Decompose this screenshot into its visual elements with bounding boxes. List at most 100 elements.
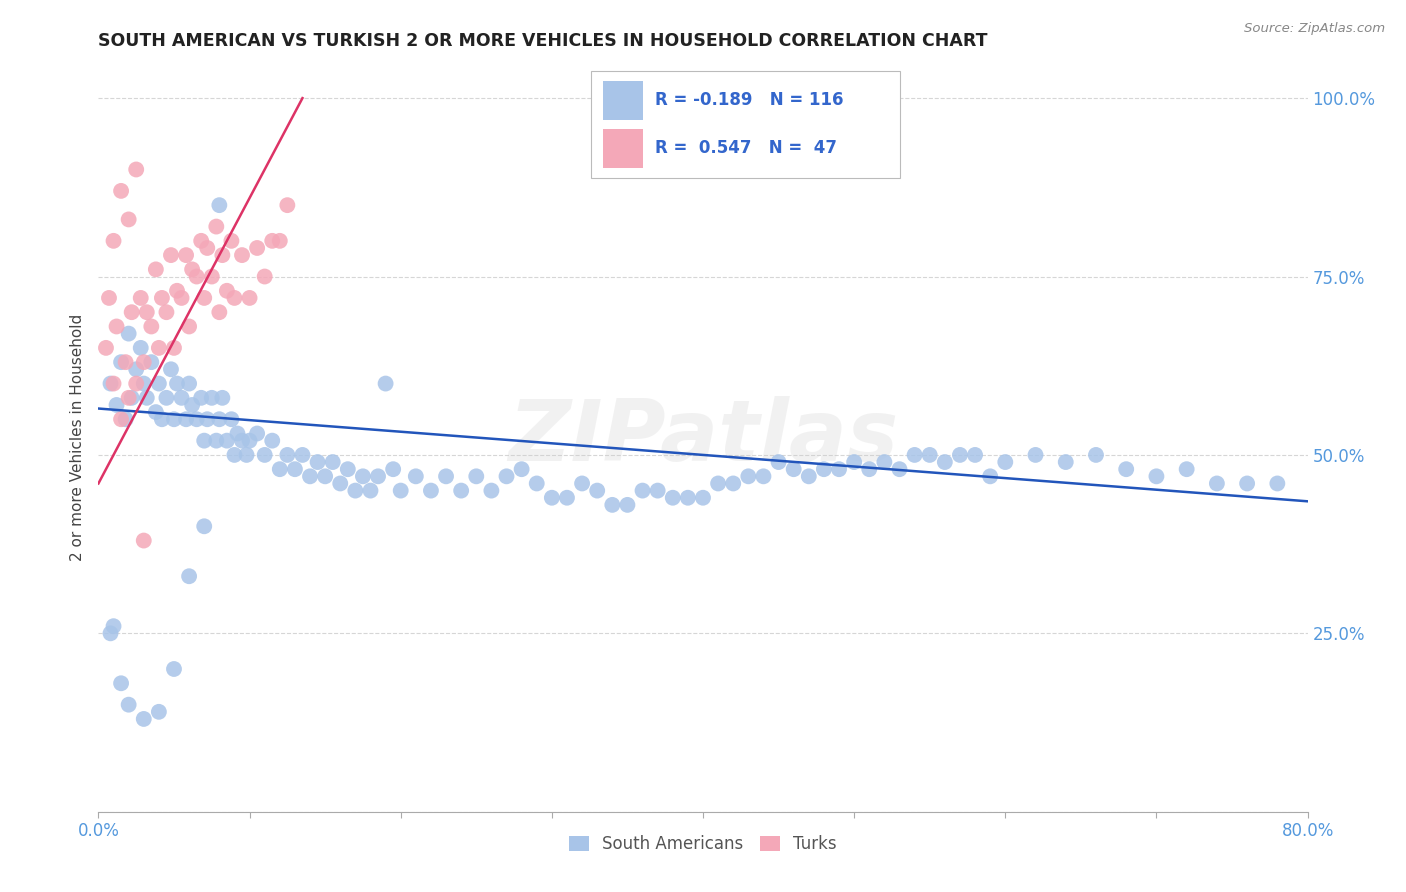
Point [661, 491, 683, 505]
Point [420, 483, 443, 498]
Point [208, 305, 231, 319]
Point [211, 248, 233, 262]
Point [195, 241, 218, 255]
Point [555, 491, 578, 505]
Point [103, 619, 125, 633]
Point [145, 262, 167, 277]
Point [904, 448, 927, 462]
Point [647, 483, 669, 498]
Point [1024, 448, 1046, 462]
Point [360, 483, 382, 498]
Point [797, 469, 820, 483]
Point [616, 498, 638, 512]
Point [231, 434, 253, 448]
Point [114, 412, 136, 426]
Point [179, 319, 201, 334]
Point [1144, 469, 1167, 483]
Point [495, 469, 517, 483]
Point [450, 483, 472, 498]
Point [135, 305, 157, 319]
Point [205, 219, 228, 234]
Point [367, 469, 389, 483]
Point [329, 476, 352, 491]
Point [195, 412, 218, 426]
Point [179, 376, 201, 391]
Point [181, 262, 204, 277]
Point [344, 483, 367, 498]
Point [105, 398, 128, 412]
Point [211, 391, 233, 405]
Point [160, 362, 183, 376]
Point [98, 291, 121, 305]
Point [186, 412, 208, 426]
Point [465, 469, 488, 483]
Point [231, 248, 253, 262]
Point [132, 355, 155, 369]
Point [768, 455, 790, 469]
Point [224, 448, 246, 462]
Point [676, 491, 699, 505]
Point [723, 476, 745, 491]
Point [918, 448, 941, 462]
Point [141, 319, 163, 334]
Text: R =  0.547   N =  47: R = 0.547 N = 47 [655, 139, 838, 157]
Point [125, 162, 148, 177]
Point [526, 476, 548, 491]
Point [121, 391, 143, 405]
Point [510, 462, 533, 476]
FancyBboxPatch shape [603, 81, 643, 120]
Point [94, 341, 117, 355]
Point [148, 376, 170, 391]
Point [1267, 476, 1289, 491]
Point [235, 448, 257, 462]
Point [174, 248, 197, 262]
Legend: South Americans, Turks: South Americans, Turks [562, 829, 844, 860]
Point [571, 476, 593, 491]
Point [166, 376, 188, 391]
Point [221, 412, 243, 426]
Point [100, 376, 122, 391]
Point [276, 448, 298, 462]
Text: ZIPatlas: ZIPatlas [508, 395, 898, 479]
Point [389, 483, 412, 498]
Point [382, 462, 405, 476]
Point [132, 712, 155, 726]
Point [170, 391, 193, 405]
Point [148, 341, 170, 355]
Point [103, 234, 125, 248]
Text: R = -0.189   N = 116: R = -0.189 N = 116 [655, 91, 844, 109]
Point [179, 569, 201, 583]
Point [110, 184, 132, 198]
Point [125, 376, 148, 391]
Point [163, 412, 186, 426]
Point [692, 491, 714, 505]
Point [105, 319, 128, 334]
Point [239, 434, 262, 448]
Point [858, 462, 880, 476]
Point [1054, 455, 1077, 469]
Point [170, 291, 193, 305]
Point [253, 448, 276, 462]
Point [110, 412, 132, 426]
Point [215, 434, 238, 448]
Point [114, 355, 136, 369]
Point [405, 469, 427, 483]
Point [602, 498, 624, 512]
Point [737, 469, 759, 483]
Point [208, 198, 231, 212]
Point [135, 391, 157, 405]
Point [1236, 476, 1258, 491]
Point [253, 269, 276, 284]
Point [150, 291, 173, 305]
Point [166, 284, 188, 298]
Point [434, 469, 457, 483]
Point [299, 469, 322, 483]
Point [160, 248, 183, 262]
Point [132, 533, 155, 548]
Point [132, 376, 155, 391]
Point [707, 476, 730, 491]
Point [221, 234, 243, 248]
Point [121, 305, 143, 319]
Point [336, 462, 359, 476]
Point [129, 341, 152, 355]
